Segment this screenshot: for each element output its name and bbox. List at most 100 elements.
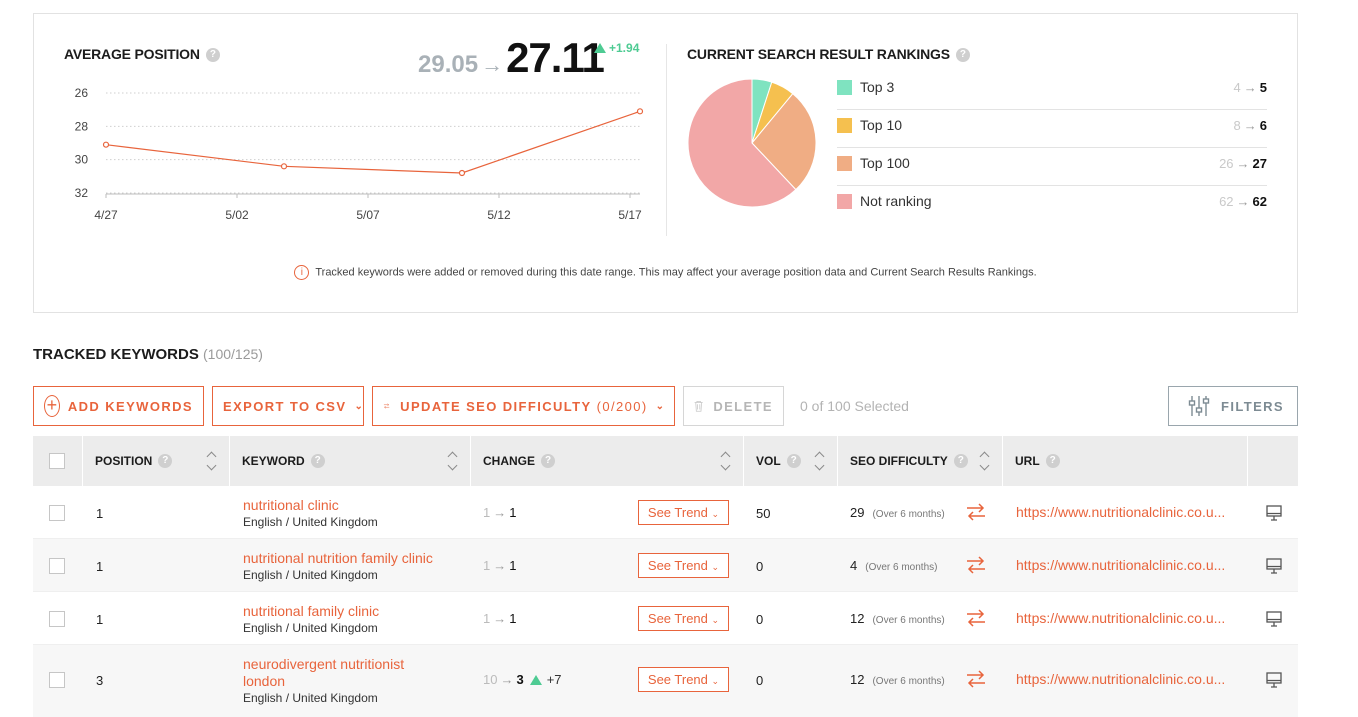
legend-new-value: 62: [1252, 194, 1267, 209]
help-icon[interactable]: ?: [158, 454, 173, 468]
header-position-label: POSITION: [95, 454, 153, 468]
update-seo-count: (0/200): [596, 398, 648, 414]
delete-label: DELETE: [713, 398, 773, 414]
see-trend-button[interactable]: See Trend ⌄: [638, 667, 729, 692]
legend-label: Not ranking: [860, 193, 932, 209]
keyword-link[interactable]: nutritional family clinic: [243, 603, 380, 619]
row-keyword: nutritional clinic English / United King…: [243, 497, 378, 529]
refresh-difficulty-icon[interactable]: [965, 502, 987, 522]
refresh-difficulty-icon[interactable]: [965, 669, 987, 689]
selected-count: 0 of 100 Selected: [800, 398, 909, 414]
up-triangle-icon: [529, 675, 542, 685]
row-keyword: neurodivergent nutritionist london Engli…: [243, 656, 443, 705]
y-tick-label: 28: [75, 119, 89, 133]
help-icon[interactable]: ?: [953, 454, 968, 468]
change-new: 1: [509, 505, 517, 520]
data-point: [636, 108, 644, 115]
data-point: [102, 141, 110, 148]
export-csv-button[interactable]: EXPORT TO CSV ⌄: [212, 386, 364, 426]
header-seo-difficulty-label: SEO DIFFICULTY: [850, 454, 948, 468]
desktop-icon[interactable]: [1265, 610, 1283, 628]
change-new: 1: [509, 611, 517, 626]
delete-button[interactable]: DELETE: [683, 386, 784, 426]
desktop-icon[interactable]: [1265, 557, 1283, 575]
pie-slice-top-100: [751, 92, 817, 191]
row-keyword: nutritional nutrition family clinic Engl…: [243, 550, 433, 582]
keyword-link[interactable]: neurodivergent nutritionist london: [243, 656, 405, 689]
header-select-all: [33, 436, 83, 486]
table-row: 3 neurodivergent nutritionist london Eng…: [33, 645, 1298, 717]
help-icon[interactable]: ?: [1045, 454, 1060, 468]
help-icon[interactable]: ?: [955, 48, 970, 63]
header-seo-difficulty[interactable]: SEO DIFFICULTY?: [838, 436, 1003, 486]
legend-label: Top 10: [860, 117, 903, 133]
average-position-summary: 29.05 →27.11 +1.94: [418, 34, 639, 84]
legend-old-value: 8: [1233, 118, 1241, 133]
header-position[interactable]: POSITION?: [83, 436, 230, 486]
row-seo-difficulty: 12 (Over 6 months): [850, 611, 945, 626]
refresh-difficulty-icon[interactable]: [965, 608, 987, 628]
x-tick-label: 5/02: [225, 208, 249, 222]
row-url-link[interactable]: https://www.nutritionalclinic.co.u...: [1016, 610, 1226, 626]
select-all-checkbox[interactable]: [49, 453, 65, 469]
row-position: 1: [96, 612, 104, 627]
sort-icon[interactable]: [448, 450, 458, 472]
sort-icon[interactable]: [207, 450, 217, 472]
average-position-delta-value: +1.94: [609, 41, 640, 55]
tracked-keywords-title-text: TRACKED KEYWORDS: [33, 346, 199, 363]
keyword-link[interactable]: nutritional clinic: [243, 497, 339, 513]
header-keyword[interactable]: KEYWORD?: [230, 436, 471, 486]
legend-old-value: 4: [1233, 80, 1241, 95]
keyword-link[interactable]: nutritional nutrition family clinic: [243, 550, 433, 566]
change-delta: +7: [546, 672, 562, 687]
see-trend-button[interactable]: See Trend ⌄: [638, 500, 729, 525]
average-position-new: 27.11: [506, 34, 605, 81]
data-point: [280, 163, 288, 170]
help-icon[interactable]: ?: [541, 454, 556, 468]
header-change[interactable]: CHANGE?: [471, 436, 744, 486]
add-keywords-button[interactable]: + ADD KEYWORDS: [33, 386, 204, 426]
legend-row-top100: Top 100 26 → 27: [837, 148, 1267, 186]
row-checkbox[interactable]: [49, 505, 65, 521]
row-url-link[interactable]: https://www.nutritionalclinic.co.u...: [1016, 671, 1226, 687]
sort-icon[interactable]: [721, 450, 731, 472]
update-seo-difficulty-button[interactable]: UPDATE SEO DIFFICULTY (0/200) ⌄: [372, 386, 675, 426]
see-trend-label: See Trend: [647, 672, 708, 687]
header-vol[interactable]: VOL?: [744, 436, 838, 486]
row-checkbox[interactable]: [49, 672, 65, 688]
chevron-down-icon: ⌄: [354, 400, 363, 412]
see-trend-button[interactable]: See Trend ⌄: [638, 553, 729, 578]
filters-button[interactable]: FILTERS: [1168, 386, 1298, 426]
pie-slice-not-ranking: [687, 78, 797, 208]
header-vol-label: VOL: [756, 454, 781, 468]
legend-values: 26 → 27: [1219, 156, 1267, 171]
header-keyword-label: KEYWORD: [242, 454, 305, 468]
tracked-keywords-count: (100/125): [203, 346, 263, 362]
help-icon[interactable]: ?: [310, 454, 325, 468]
chevron-down-icon: ⌄: [711, 615, 720, 625]
row-checkbox[interactable]: [49, 558, 65, 574]
row-checkbox[interactable]: [49, 611, 65, 627]
legend-label: Top 3: [860, 79, 895, 95]
help-icon[interactable]: ?: [205, 48, 220, 63]
desktop-icon[interactable]: [1265, 504, 1283, 522]
row-position: 1: [96, 506, 104, 521]
up-triangle-icon: [594, 43, 606, 53]
desktop-icon[interactable]: [1265, 671, 1283, 689]
change-old: 1: [483, 611, 491, 626]
sort-icon[interactable]: [815, 450, 825, 472]
average-position-delta: +1.94: [594, 41, 639, 55]
row-url-link[interactable]: https://www.nutritionalclinic.co.u...: [1016, 557, 1226, 573]
notice-text: Tracked keywords were added or removed d…: [315, 266, 1037, 279]
sort-icon[interactable]: [980, 450, 990, 472]
see-trend-button[interactable]: See Trend ⌄: [638, 606, 729, 631]
arrow-icon: →: [1236, 194, 1250, 209]
legend-old-value: 62: [1219, 194, 1234, 209]
legend-values: 8 → 6: [1234, 118, 1267, 133]
average-position-old: 29.05: [418, 51, 479, 78]
legend-new-value: 6: [1259, 118, 1267, 133]
keyword-locale: English / United Kingdom: [243, 515, 378, 529]
row-url-link[interactable]: https://www.nutritionalclinic.co.u...: [1016, 504, 1226, 520]
refresh-difficulty-icon[interactable]: [965, 555, 987, 575]
help-icon[interactable]: ?: [786, 454, 801, 468]
